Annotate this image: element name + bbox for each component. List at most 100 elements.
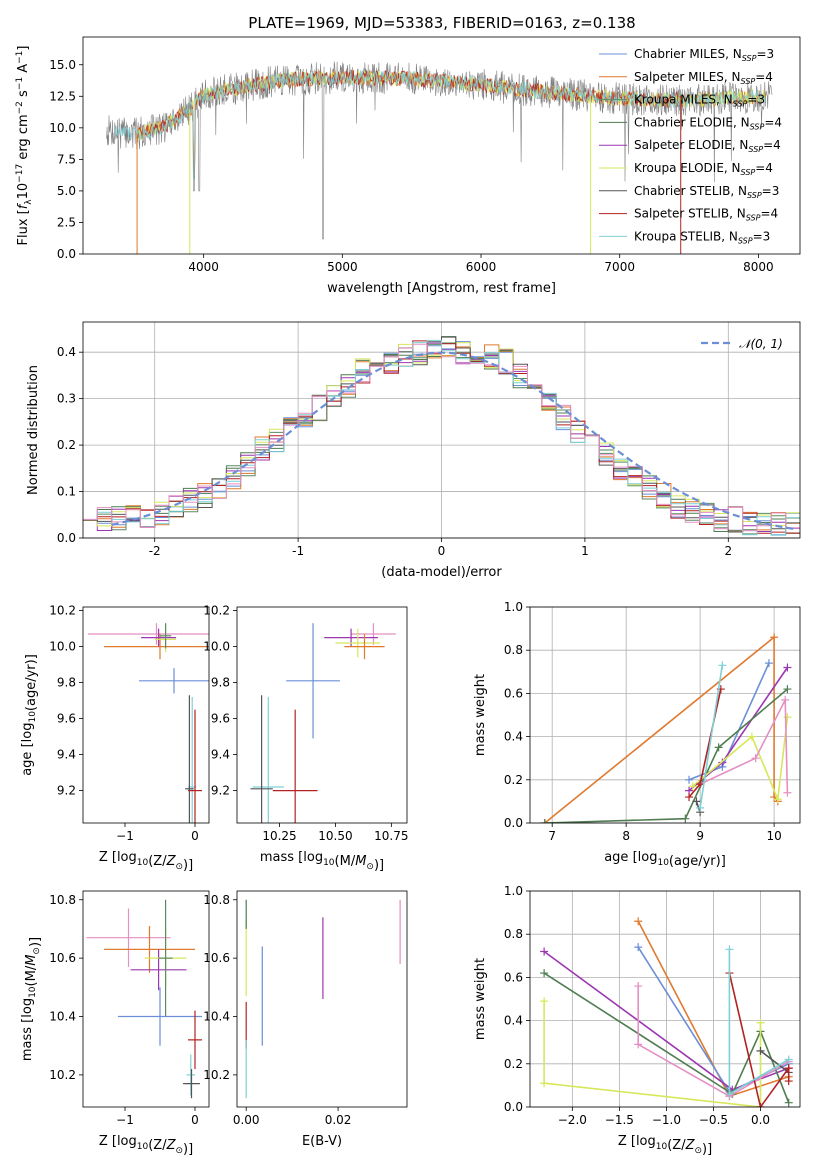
weight-line (544, 635, 779, 823)
weight_vs_Z-axes: −2.0 −1.5 −1.0 −0.5 0.0 0.0 0.2 0.4 0.6 0.8 1.0 Z [… (473, 884, 801, 1157)
weight-marker (783, 713, 792, 722)
y-tick-label: 10.2 (203, 604, 230, 618)
weight_vs_age-frame (529, 606, 801, 824)
weight-marker (784, 1077, 793, 1086)
age_vs_Z-axes: −1 0 9.2 9.4 9.6 9.8 10.0 10.2 Z [log10(Z/Z⊙)] ag… (20, 604, 210, 873)
x-tick-label: 1 (581, 544, 589, 558)
model-spectrum-salpeter_stelib (136, 70, 683, 179)
weight-marker (747, 732, 756, 741)
x-tick-label: 0.00 (233, 1113, 260, 1127)
weight-marker (718, 661, 727, 670)
spectrum-xlabel: wavelength [Angstrom, rest frame] (327, 281, 556, 296)
weight-line (688, 667, 789, 792)
y-tick-label: 10.4 (203, 1010, 230, 1024)
weight-marker (540, 947, 549, 956)
weight-marker (718, 758, 727, 767)
weight-marker (725, 1090, 734, 1099)
weight-marker (634, 917, 643, 926)
y-tick-label: 10.4 (49, 1010, 76, 1024)
y-tick-label: 9.4 (57, 748, 76, 762)
normal-curve (111, 351, 798, 531)
weight-marker (784, 1098, 793, 1107)
x-tick-label: -2 (149, 544, 161, 558)
x-tick-label: 7 (548, 829, 556, 843)
y-tick-label: 9.8 (57, 676, 76, 690)
weight-marker (756, 1103, 765, 1107)
x-tick-label: 5000 (327, 260, 358, 274)
weight-line (699, 699, 789, 793)
x-tick-label: 4000 (188, 260, 219, 274)
x-tick-label: 6000 (466, 260, 497, 274)
y-tick-label: 10.2 (49, 1068, 76, 1082)
weight-marker (781, 695, 790, 704)
weight-marker (783, 788, 792, 797)
y-tick-label: 0.4 (504, 730, 523, 744)
weight-marker (784, 1064, 793, 1073)
age_vs_mass-xlabel: mass [log10(M/M⊙)] (260, 850, 384, 873)
y-tick-label: 1.0 (504, 884, 523, 898)
y-tick-label: 0.2 (504, 1057, 523, 1071)
age_vs_Z-ylabel: age [log10(age/yr)] (20, 654, 39, 776)
x-tick-label: −1 (116, 1113, 134, 1127)
mass_vs_EBV-xlabel: E(B-V) (302, 1134, 342, 1149)
x-tick-label: -1 (292, 544, 304, 558)
y-tick-label: 10.6 (49, 951, 76, 965)
spectrum-axes: 4000 5000 6000 7000 8000 0.0 2.5 5.0 7.5 10.0 12.5… (15, 36, 801, 296)
y-tick-label: 1.0 (504, 600, 523, 614)
y-tick-label: 9.6 (57, 712, 76, 726)
weight_vs_Z-xlabel: Z [log10(Z/Z⊙)] (618, 1134, 712, 1157)
y-tick-label: 10.6 (203, 951, 230, 965)
weight-marker (634, 1040, 643, 1049)
residual-histograms (83, 336, 800, 536)
x-tick-label: 2 (724, 544, 732, 558)
weight-marker (784, 1055, 793, 1064)
weight-marker (751, 754, 760, 763)
x-tick-label: 9 (696, 829, 704, 843)
weight-marker (540, 969, 549, 978)
mass_vs_Z-ylabel: mass [log10(M/M⊙)] (20, 937, 43, 1061)
y-tick-label: 0.6 (504, 686, 523, 700)
y-tick-label: 9.4 (211, 748, 230, 762)
x-tick-label: 0 (438, 544, 446, 558)
weight-line (760, 1050, 790, 1074)
y-tick-label: 10.2 (49, 604, 76, 618)
weight_vs_Z-ylabel: mass weight (473, 958, 488, 1040)
weight-line (637, 986, 790, 1098)
x-tick-label: 0 (191, 1113, 199, 1127)
x-tick-label: 7000 (604, 260, 635, 274)
residuals-ylabel: Normed distribution (26, 365, 41, 495)
weight-marker (685, 775, 694, 784)
weight-marker (756, 1018, 765, 1027)
weight-marker (696, 803, 705, 812)
weight-marker (764, 659, 773, 668)
histogram-chabrier_stelib (83, 336, 800, 533)
x-tick-label: 0 (191, 829, 199, 843)
weight-marker (685, 793, 694, 802)
y-tick-label: 0.4 (57, 345, 76, 359)
weight-marker (540, 1079, 549, 1088)
age_vs_mass-axes: 10.25 10.50 10.75 9.2 9.4 9.6 9.8 10.0 10.2 mass … (203, 604, 408, 873)
x-tick-label: 10.25 (262, 829, 296, 843)
y-tick-label: 0.0 (57, 531, 76, 545)
x-tick-label: 8 (622, 829, 630, 843)
y-tick-label: 0.0 (504, 1100, 523, 1114)
weight-marker (783, 685, 792, 694)
legend-label: Kroupa ELODIE, NSSP=4 (634, 161, 773, 177)
y-tick-label: 5.0 (57, 184, 76, 198)
weight-marker (540, 819, 549, 823)
x-tick-label: 0.0 (751, 1113, 770, 1127)
legend-label: Salpeter ELODIE, NSSP=4 (634, 138, 781, 154)
y-tick-label: 0.8 (504, 927, 523, 941)
figure-title: PLATE=1969, MJD=53383, FIBERID=0163, z=0… (248, 14, 635, 32)
weight_vs_age-xlabel: age [log10(age/yr)] (604, 850, 726, 869)
y-tick-label: 10.0 (49, 121, 76, 135)
x-tick-label: −0.5 (699, 1113, 728, 1127)
legend-label: Salpeter MILES, NSSP=4 (634, 70, 773, 86)
y-tick-label: 7.5 (57, 152, 76, 166)
weight-line (728, 972, 790, 1107)
model-spectrum-kroupa_stelib (113, 69, 766, 179)
weight-marker (783, 663, 792, 672)
weight-marker (714, 743, 723, 752)
legend-label: Chabrier MILES, NSSP=3 (634, 47, 774, 63)
histogram-pink (83, 343, 800, 532)
